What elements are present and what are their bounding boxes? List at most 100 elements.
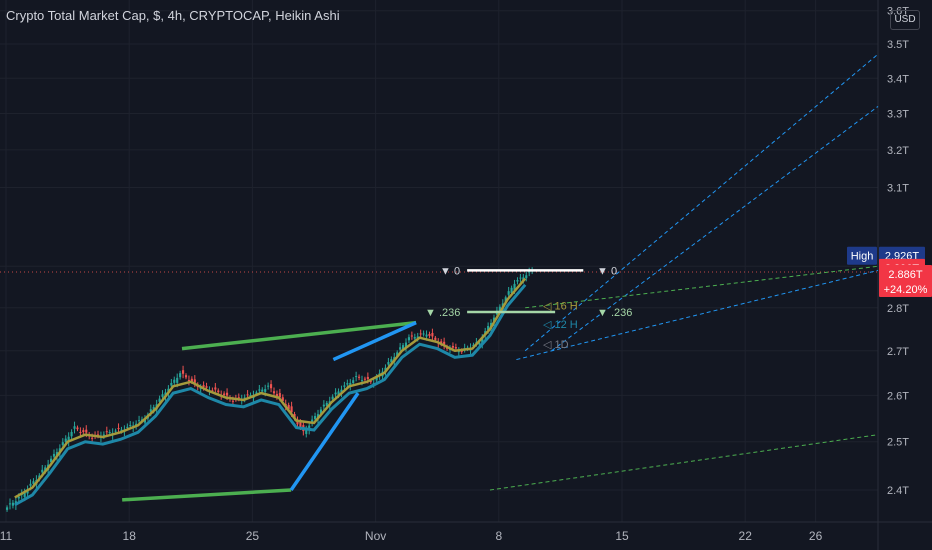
candle-body [261,389,264,392]
fib-label-236-left: ▼ .236 [425,307,460,319]
candle-body [369,381,372,383]
date-tick-label: Nov [365,529,386,543]
candle-body [443,341,446,346]
candle-body [478,342,481,345]
candle-body [96,434,100,436]
candle-body [349,382,352,387]
candle-body [182,370,185,374]
price-tick-label: 2.8T [887,303,909,315]
candle-body [525,275,528,279]
candle-body [522,277,525,281]
candle-body [296,421,299,425]
candle-body [487,326,490,331]
candle-body [205,386,208,388]
candle-body [375,377,378,381]
date-tick-label: 18 [123,529,137,543]
ma-line-16h [14,277,527,499]
candle-body [270,384,273,389]
trend-line-upper[interactable] [181,320,417,351]
candle-body [138,420,141,422]
candle-body [246,394,249,396]
candle-body [184,375,188,378]
candle-body [299,422,302,428]
projection-support-line [489,434,879,491]
candle-body [190,378,193,382]
candle-body [431,332,434,337]
trend-line-lower[interactable] [122,488,292,502]
candle-body [519,277,522,279]
price-tick-label: 3.4T [887,73,909,85]
candle-body [199,388,202,390]
candle-body [387,362,390,365]
candle-body [237,397,240,399]
candle-body [396,352,399,357]
candle-body [278,393,281,398]
candle-body [272,391,276,394]
candle-body [85,429,88,433]
price-tick-label: 3.6T [887,6,909,18]
candle-body [264,389,267,392]
candle-body [343,385,346,387]
candle-body [23,492,26,498]
channel-line-lower[interactable] [289,392,360,491]
candle-body [404,342,408,348]
candle-body [64,438,67,442]
candle-body [498,306,501,312]
ma-line-12h [14,283,527,507]
candle-body [422,333,425,335]
candle-body [249,395,252,397]
candle-body [8,503,12,505]
candle-body [419,333,422,335]
candle-body [61,442,64,446]
candle-body [358,376,361,378]
candle-body [267,385,270,387]
projection-resistance-line [525,265,879,309]
candle-body [399,347,402,350]
projection-line-lower [516,269,879,361]
candle-body [428,334,431,336]
candle-body [73,426,76,429]
price-badge-b [879,265,932,298]
candle-body [223,393,226,396]
candle-body [416,336,419,339]
candle-body [352,380,355,384]
candle-body [52,453,56,457]
candle-body [481,338,484,345]
candle-body [451,345,454,348]
candle-body [331,396,334,400]
candle-body [434,337,437,340]
candle-body [355,376,358,378]
date-tick-label: 11 [0,529,13,543]
candle-body [152,407,155,412]
candle-body [226,392,229,396]
candle-body [114,430,117,432]
candle-body [472,344,475,347]
candle-body [120,429,123,431]
candle-body [102,434,105,436]
candle-body [79,432,82,434]
date-tick-label: 26 [809,529,823,543]
candle-body [176,377,179,383]
candle-body [126,426,129,428]
candle-body [76,427,79,430]
candle-body [513,283,516,290]
candle-body [319,409,322,414]
candle-body [407,337,410,341]
candle-body [11,502,14,506]
candle-body [91,437,94,439]
candle-body [193,379,196,383]
channel-line-upper[interactable] [332,321,417,362]
currency-button[interactable]: USD [890,10,920,30]
candle-body [179,373,182,378]
candle-body [202,385,205,387]
candle-body [366,376,369,379]
candle-body [143,419,146,423]
candle-body [67,436,70,442]
candle-body [516,280,519,282]
candle-body [44,467,47,472]
candle-body [6,507,9,510]
candle-body [322,404,325,407]
candle-body [457,351,460,353]
